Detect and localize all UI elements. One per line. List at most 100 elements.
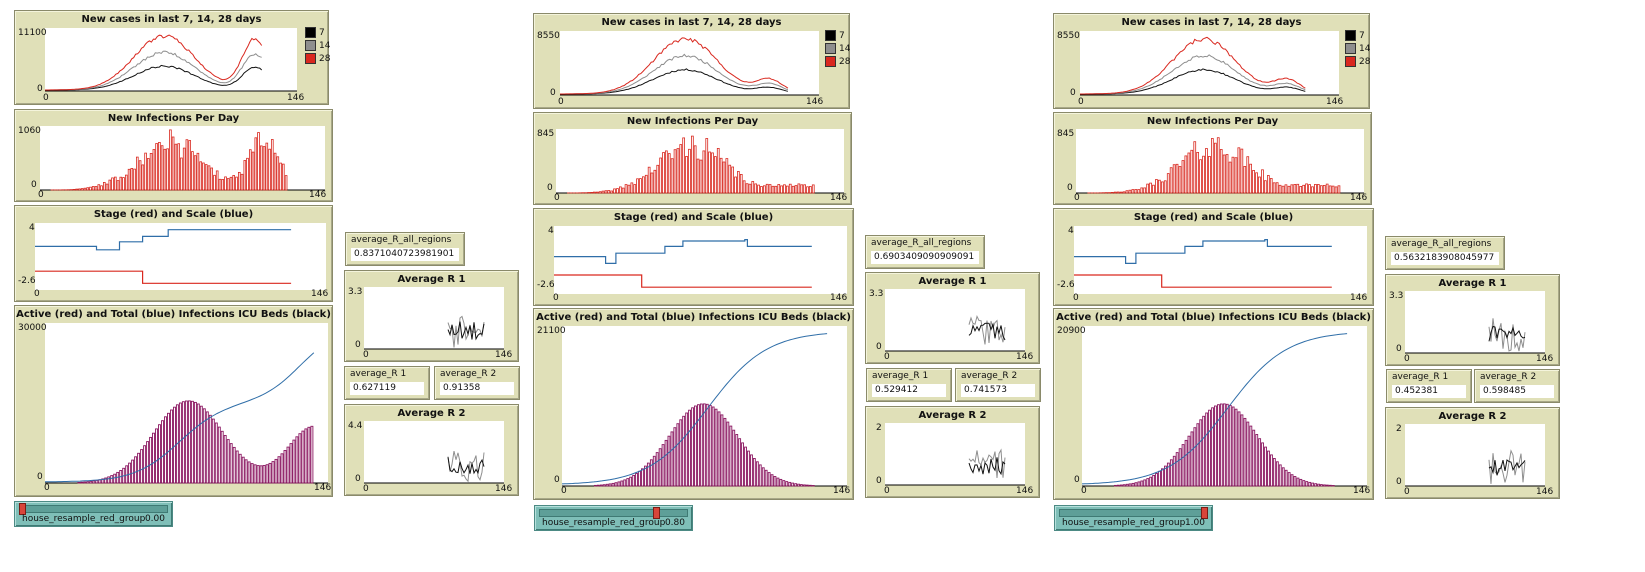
- bar: [1275, 461, 1279, 487]
- bar: [284, 175, 288, 191]
- bar: [204, 164, 208, 191]
- bar: [644, 465, 647, 487]
- bar: [1125, 483, 1129, 487]
- bar: [218, 178, 222, 191]
- bar: [617, 481, 621, 487]
- monitor-value: 0.91358: [440, 382, 514, 395]
- bar: [271, 461, 275, 484]
- bar: [708, 404, 712, 487]
- bar: [1196, 423, 1200, 487]
- bar: [1208, 409, 1211, 487]
- bar: [125, 174, 128, 191]
- bar: [1143, 479, 1147, 487]
- bar: [1187, 152, 1191, 194]
- bar: [676, 423, 680, 487]
- slider-handle[interactable]: [1201, 507, 1208, 519]
- bar: [601, 190, 605, 194]
- bar: [599, 484, 603, 487]
- y-max-label: 845: [1057, 129, 1075, 139]
- bar: [803, 184, 806, 194]
- stage-scale-plot: Stage (red) and Scale (blue) 4 -2.6 0 14…: [533, 208, 854, 306]
- bar: [1325, 484, 1329, 487]
- slider-value: 0.00: [144, 514, 165, 524]
- monitor-label: average_R 2: [440, 369, 497, 379]
- bar: [1184, 155, 1188, 194]
- bar: [193, 401, 197, 484]
- bar: [636, 178, 639, 194]
- y-max-label: 20900: [1057, 326, 1086, 336]
- legend-item: 14: [825, 42, 850, 55]
- plot-area: [554, 226, 847, 294]
- bar: [217, 426, 221, 484]
- bar: [295, 436, 299, 484]
- bar: [1308, 481, 1312, 487]
- slider-handle[interactable]: [19, 503, 26, 515]
- legend-item: 28: [305, 52, 330, 65]
- bar: [1314, 483, 1318, 487]
- bar: [235, 176, 238, 191]
- x-max-label: 146: [311, 289, 329, 299]
- bar: [716, 147, 720, 194]
- bar: [149, 436, 153, 484]
- bar: [652, 455, 656, 487]
- slider-track[interactable]: [539, 509, 688, 517]
- monitor-label: average_R 2: [961, 371, 1018, 381]
- bar: [1134, 482, 1138, 487]
- bar: [1214, 405, 1217, 487]
- slider-track[interactable]: [1059, 509, 1208, 517]
- bar: [187, 400, 191, 484]
- stage-scale-plot: Stage (red) and Scale (blue) 4 -2.6 0 14…: [14, 205, 333, 302]
- bar: [1261, 169, 1264, 194]
- bar: [587, 192, 591, 194]
- house-resample-red-group-slider[interactable]: house_resample_red_group 1.00: [1054, 505, 1213, 531]
- monitor-label: average_R 1: [350, 369, 407, 379]
- bar: [77, 481, 81, 484]
- slider-handle[interactable]: [652, 507, 660, 519]
- bar: [211, 418, 215, 484]
- r-line-2: [447, 321, 485, 341]
- bar: [158, 141, 161, 191]
- x-max-label: 146: [495, 484, 513, 494]
- bar: [1255, 172, 1258, 194]
- bar: [719, 157, 723, 194]
- legend: 7 14 28: [825, 29, 850, 68]
- bar: [697, 404, 700, 487]
- bar: [254, 137, 258, 191]
- bar: [1155, 179, 1158, 194]
- bar: [83, 481, 87, 484]
- r-line-1: [968, 314, 1006, 345]
- bar: [1187, 435, 1191, 487]
- bar: [111, 177, 114, 191]
- bar: [270, 139, 274, 191]
- bar: [240, 173, 244, 191]
- bar: [742, 180, 746, 194]
- bar: [207, 165, 211, 191]
- bar: [226, 178, 230, 191]
- bar: [1116, 191, 1120, 194]
- bar: [149, 152, 153, 191]
- x-max-label: 146: [806, 97, 824, 107]
- bar: [289, 443, 293, 484]
- bar: [146, 441, 150, 484]
- bar: [1258, 176, 1261, 194]
- plot-title: Active (red) and Total (blue) Infections…: [1056, 312, 1371, 323]
- house-resample-red-group-slider[interactable]: house_resample_red_group 0.80: [534, 505, 693, 531]
- y-max-label: 30000: [18, 323, 47, 333]
- bar: [598, 191, 602, 194]
- total-line: [45, 352, 315, 483]
- bar: [1146, 478, 1150, 487]
- bar: [147, 158, 150, 191]
- average-r-all-regions-monitor: average_R_all_regions 0.8371040723981901: [345, 232, 465, 266]
- bar: [232, 446, 236, 484]
- bar: [679, 144, 683, 194]
- bar: [1234, 408, 1238, 487]
- bar: [188, 140, 192, 191]
- slider-track[interactable]: [19, 505, 168, 513]
- bar: [593, 191, 596, 194]
- bar: [785, 185, 789, 194]
- bar: [1320, 484, 1323, 487]
- bar: [171, 136, 175, 191]
- bar: [286, 446, 290, 484]
- house-resample-red-group-slider[interactable]: house_resample_red_group 0.00: [14, 501, 173, 527]
- bar: [1293, 184, 1297, 194]
